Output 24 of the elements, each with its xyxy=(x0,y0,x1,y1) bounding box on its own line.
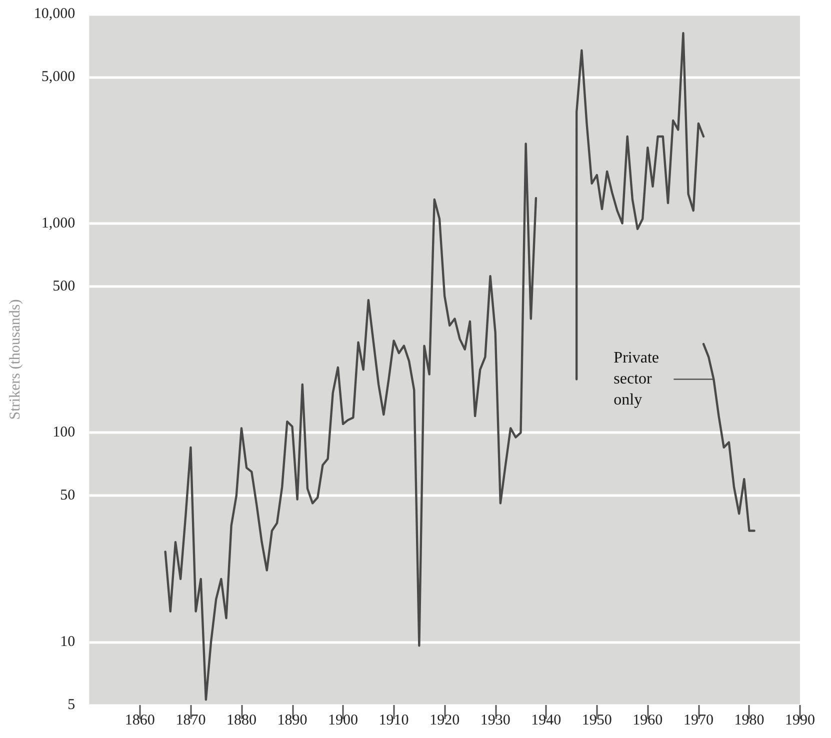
x-tick-label: 1900 xyxy=(328,712,358,728)
y-tick-label: 50 xyxy=(60,488,76,504)
legend-label: Private sector only xyxy=(614,350,660,409)
x-tick-label: 1880 xyxy=(226,712,256,728)
x-tick-label: 1940 xyxy=(531,712,562,728)
y-tick-label: 10 xyxy=(60,634,76,650)
x-tick-label: 1920 xyxy=(430,712,460,728)
y-tick-label: 10,000 xyxy=(34,6,76,22)
x-tick-label: 1890 xyxy=(277,712,308,728)
x-tick-label: 1990 xyxy=(785,712,815,728)
x-tick-label: 1970 xyxy=(683,712,714,728)
x-tick-label: 1930 xyxy=(480,712,510,728)
x-tick-label: 1910 xyxy=(378,712,409,728)
y-tick-label: 5,000 xyxy=(41,69,76,86)
x-tick-label: 1870 xyxy=(176,712,206,728)
x-tick-label: 1980 xyxy=(734,712,764,728)
x-tick-label: 1960 xyxy=(632,712,663,728)
x-tick-label: 1950 xyxy=(582,712,612,728)
y-tick-label: 100 xyxy=(52,424,76,441)
y-axis-title: Strikers (thousands) xyxy=(8,299,24,420)
y-tick-label: 500 xyxy=(52,278,76,294)
y-tick-label: 1,000 xyxy=(41,215,76,232)
x-tick-label: 1860 xyxy=(124,712,155,728)
y-tick-label: 5 xyxy=(68,697,76,713)
